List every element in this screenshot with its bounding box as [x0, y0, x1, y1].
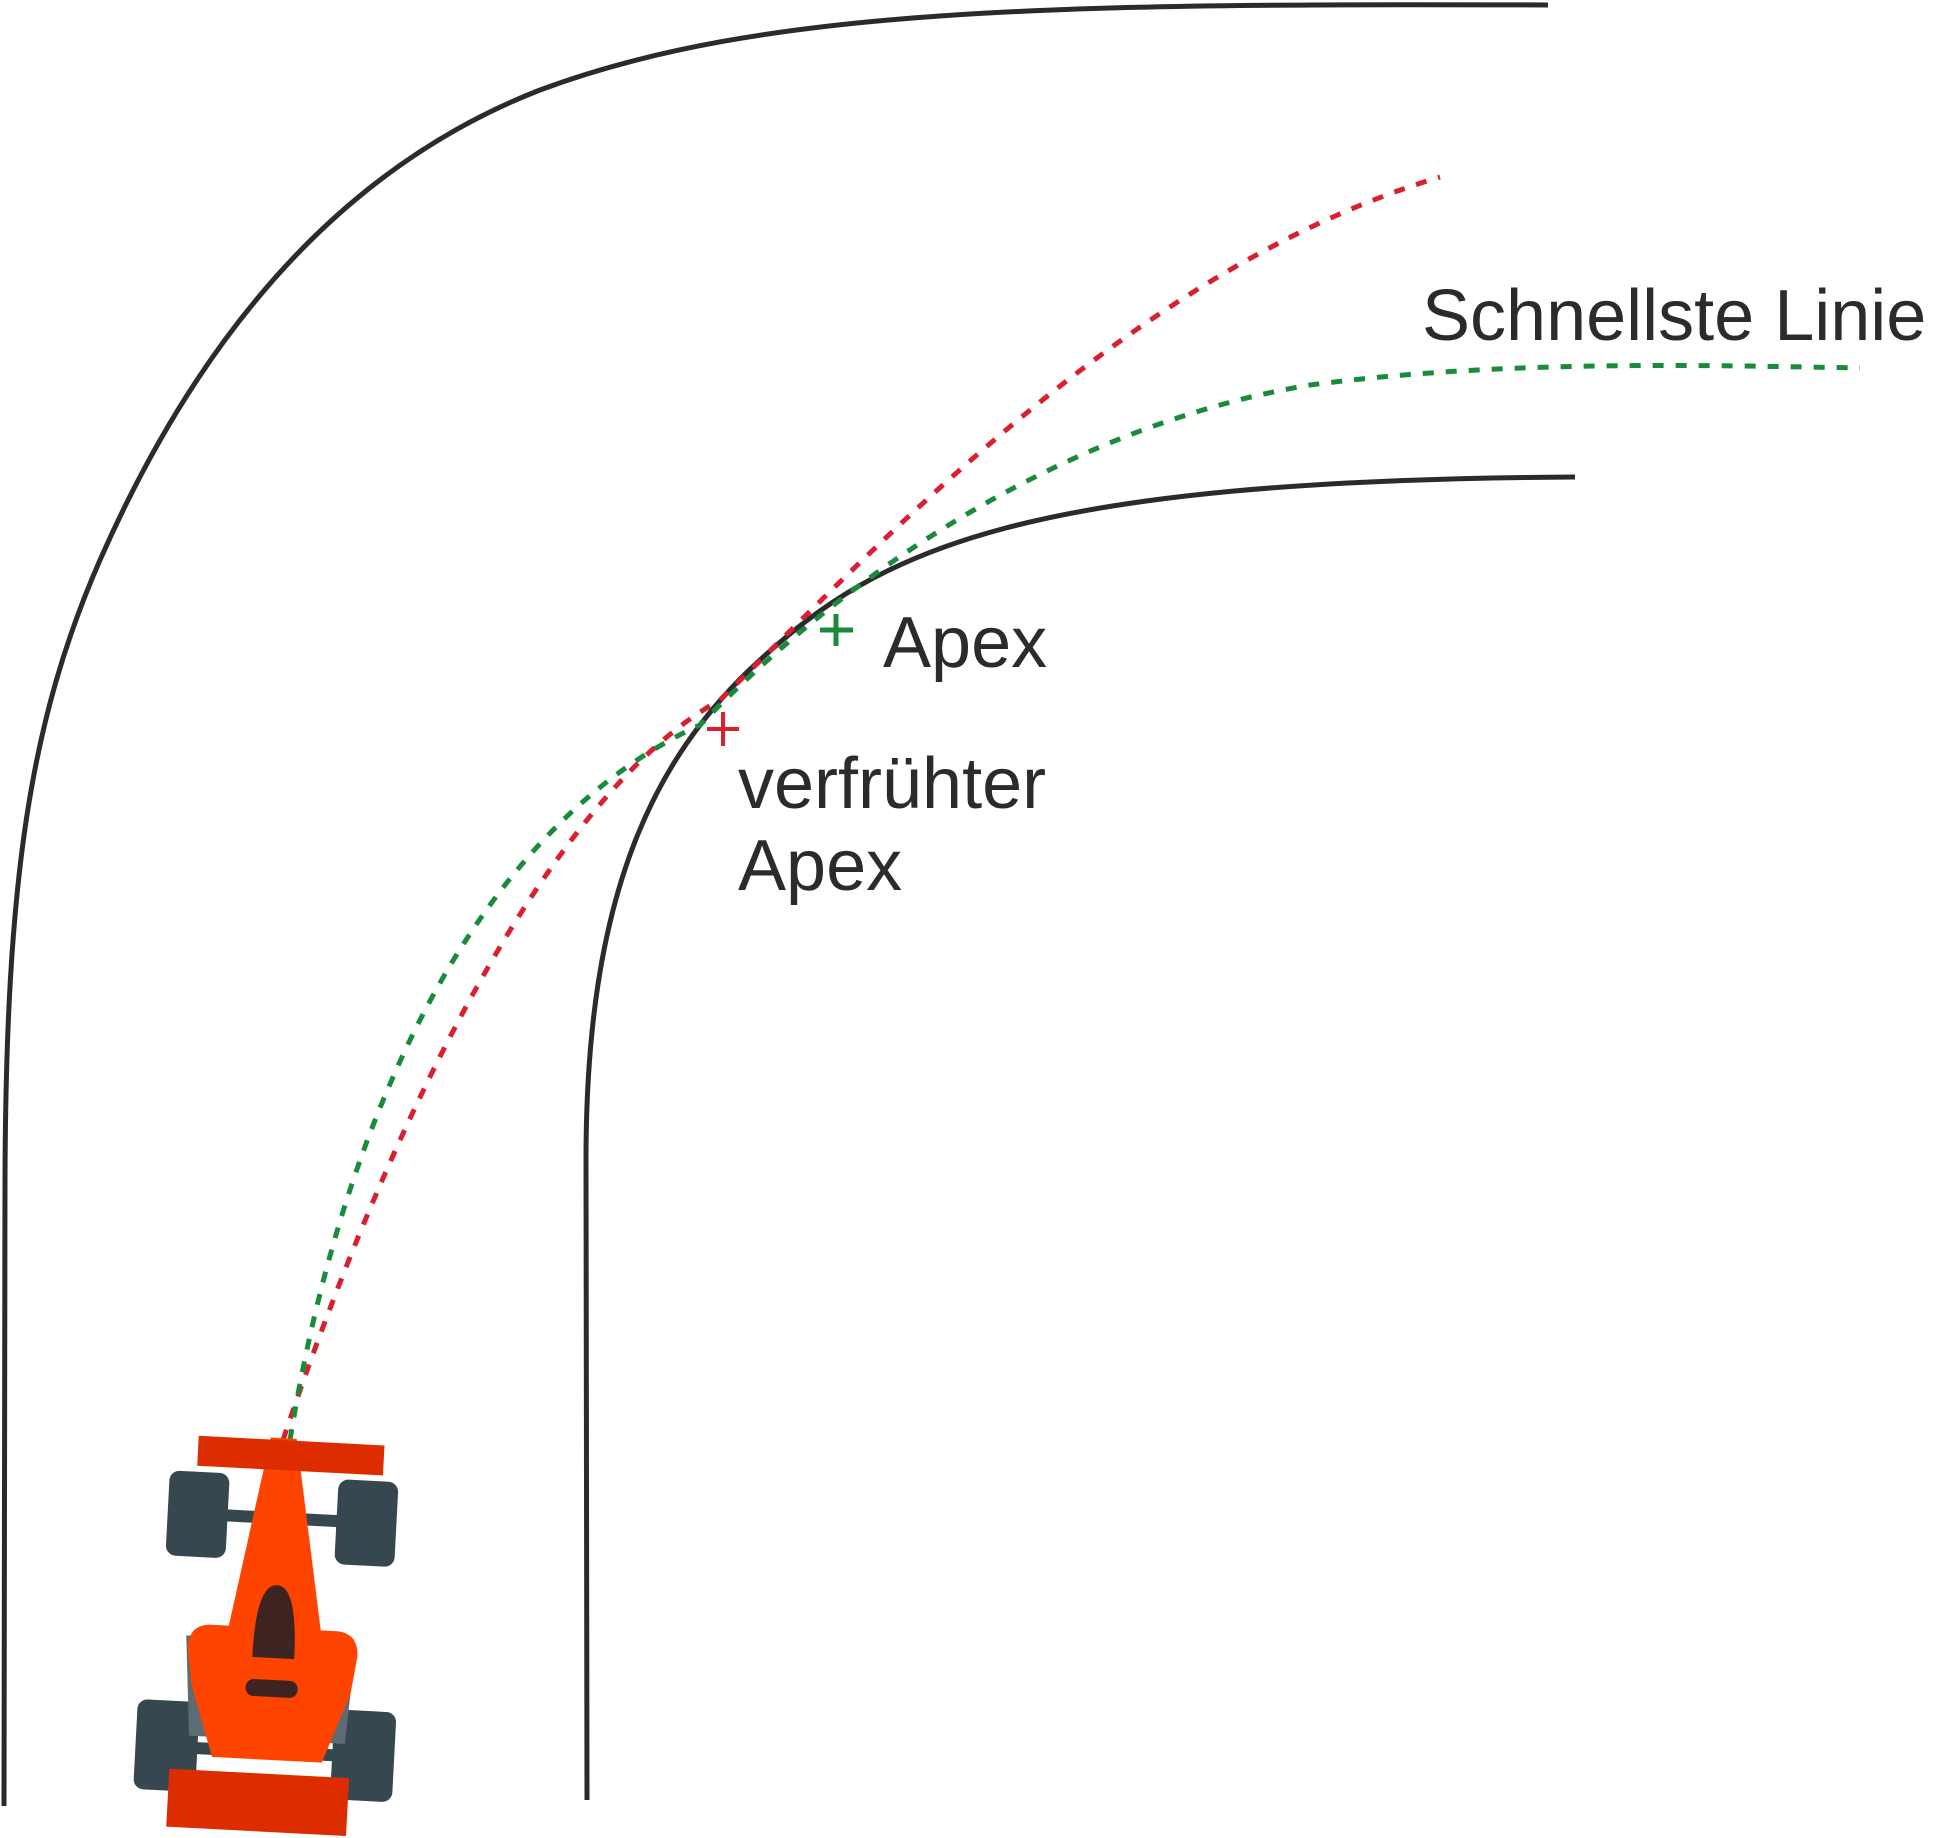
cockpit-detail [245, 1678, 298, 1698]
early-apex-label-line2: Apex [738, 826, 902, 906]
front-left-tire [165, 1470, 230, 1558]
race-car-icon [133, 1435, 399, 1837]
front-wing [197, 1435, 385, 1476]
early-apex-label-line1: verfrühter [738, 744, 1046, 824]
fastest-line [287, 362, 1861, 1441]
rear-left-tire [133, 1699, 200, 1792]
apex-label: Apex [883, 603, 1047, 683]
cockpit [252, 1585, 295, 1660]
outer-track-edge [1, 2, 1549, 1807]
early-apex-marker [707, 712, 739, 746]
rear-wing [166, 1768, 350, 1837]
apex-marker [820, 614, 853, 646]
inner-track-edge [583, 474, 1576, 1801]
front-right-tire [334, 1479, 399, 1567]
early-apex-line [280, 174, 1441, 1441]
fastest-line-label: Schnellste Linie [1422, 276, 1926, 356]
